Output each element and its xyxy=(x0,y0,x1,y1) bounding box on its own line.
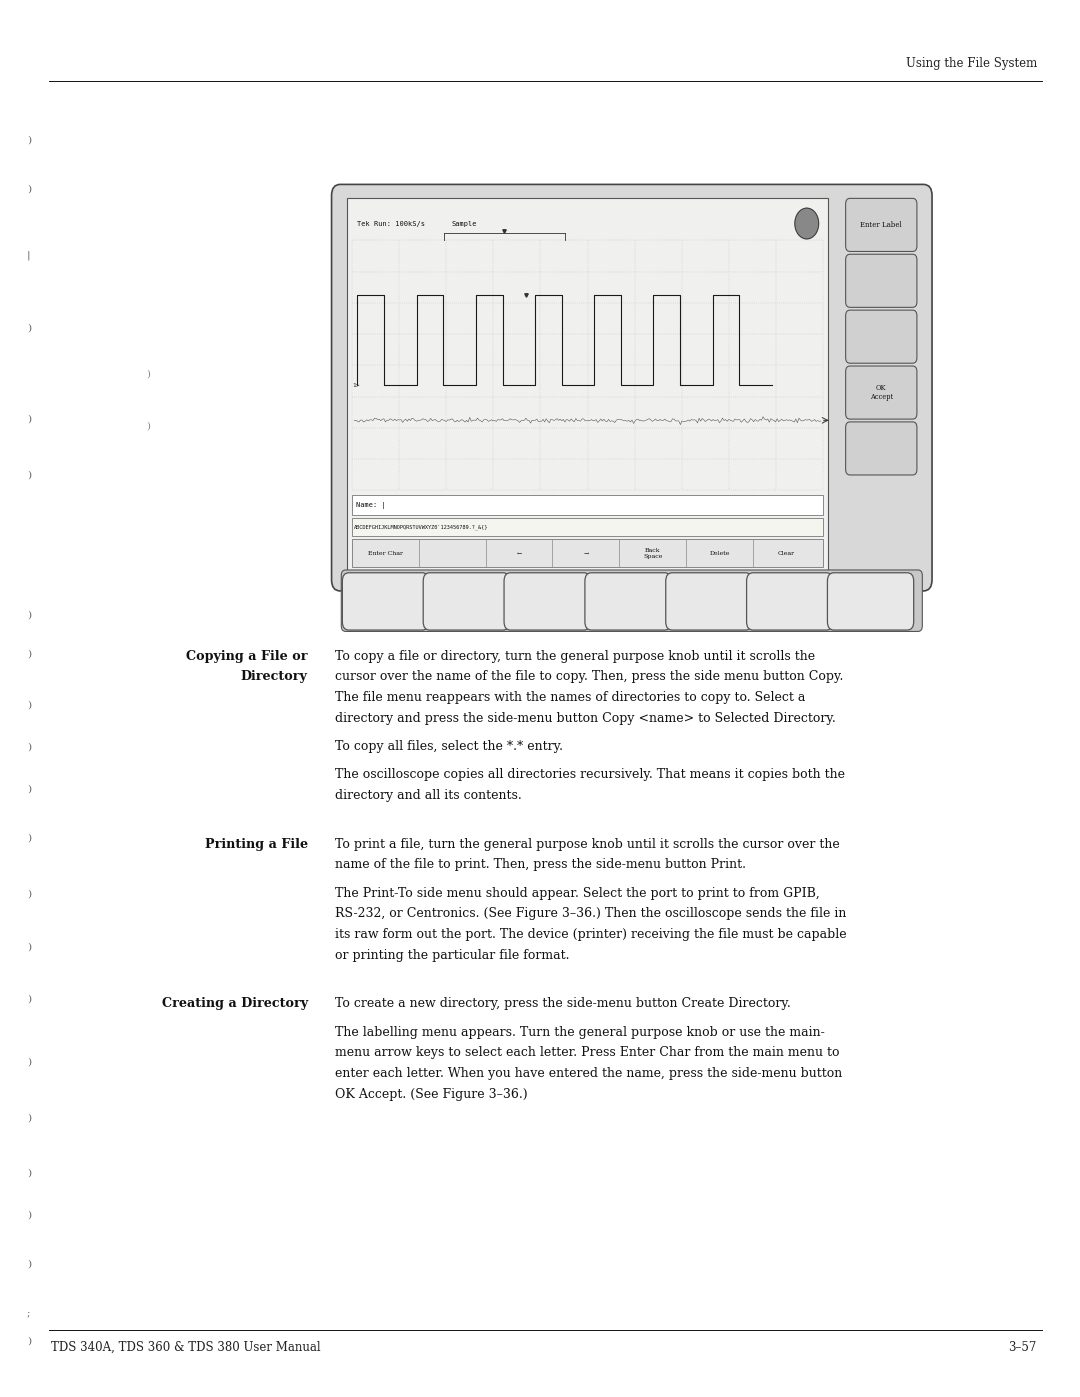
Text: 3–57: 3–57 xyxy=(1009,1341,1037,1354)
Text: Creating a Directory: Creating a Directory xyxy=(162,997,308,1010)
Circle shape xyxy=(795,208,819,239)
FancyBboxPatch shape xyxy=(846,198,917,251)
Text: name of the file to print. Then, press the side-menu button Print.: name of the file to print. Then, press t… xyxy=(335,858,746,872)
Text: ): ) xyxy=(27,184,31,193)
Text: |: | xyxy=(27,251,30,260)
Text: OK
Accept: OK Accept xyxy=(869,384,893,401)
FancyBboxPatch shape xyxy=(846,366,917,419)
Text: ): ) xyxy=(27,1260,31,1268)
Text: directory and all its contents.: directory and all its contents. xyxy=(335,789,522,802)
Text: ): ) xyxy=(27,943,31,951)
FancyBboxPatch shape xyxy=(585,573,671,630)
Text: RS-232, or Centronics. (See Figure 3–36.) Then the oscilloscope sends the file i: RS-232, or Centronics. (See Figure 3–36.… xyxy=(335,908,846,921)
Text: ): ) xyxy=(27,995,31,1003)
Text: ): ) xyxy=(27,136,31,144)
Text: ): ) xyxy=(146,370,150,379)
FancyBboxPatch shape xyxy=(827,573,914,630)
Text: ;: ; xyxy=(27,1309,30,1317)
Text: Using the File System: Using the File System xyxy=(905,57,1037,70)
Text: ): ) xyxy=(27,701,31,710)
Text: Tek Run: 100kS/s: Tek Run: 100kS/s xyxy=(357,221,426,226)
Text: To print a file, turn the general purpose knob until it scrolls the cursor over : To print a file, turn the general purpos… xyxy=(335,838,839,851)
Text: To copy all files, select the *.* entry.: To copy all files, select the *.* entry. xyxy=(335,740,563,753)
FancyBboxPatch shape xyxy=(332,184,932,591)
Text: Sample: Sample xyxy=(451,221,477,226)
FancyBboxPatch shape xyxy=(665,573,752,630)
FancyBboxPatch shape xyxy=(746,573,833,630)
Text: The oscilloscope copies all directories recursively. That means it copies both t: The oscilloscope copies all directories … xyxy=(335,768,845,781)
Text: ): ) xyxy=(27,834,31,842)
Text: enter each letter. When you have entered the name, press the side-menu button: enter each letter. When you have entered… xyxy=(335,1067,842,1080)
Text: ): ) xyxy=(146,422,150,430)
FancyBboxPatch shape xyxy=(504,573,591,630)
Text: cursor over the name of the file to copy. Then, press the side menu button Copy.: cursor over the name of the file to copy… xyxy=(335,671,843,683)
Text: menu arrow keys to select each letter. Press Enter Char from the main menu to: menu arrow keys to select each letter. P… xyxy=(335,1046,839,1059)
Text: The Print-To side menu should appear. Select the port to print to from GPIB,: The Print-To side menu should appear. Se… xyxy=(335,887,820,900)
Text: its raw form out the port. The device (printer) receiving the file must be capab: its raw form out the port. The device (p… xyxy=(335,928,847,942)
Text: Printing a File: Printing a File xyxy=(205,838,308,851)
FancyBboxPatch shape xyxy=(342,573,429,630)
Text: OK Accept. (See Figure 3–36.): OK Accept. (See Figure 3–36.) xyxy=(335,1088,527,1101)
Text: The file menu reappears with the names of directories to copy to. Select a: The file menu reappears with the names o… xyxy=(335,692,806,704)
FancyBboxPatch shape xyxy=(846,254,917,307)
Text: Copying a File or: Copying a File or xyxy=(186,650,308,662)
Text: ): ) xyxy=(27,1337,31,1345)
Text: ): ) xyxy=(27,471,31,479)
Text: ): ) xyxy=(27,650,31,658)
Text: The labelling menu appears. Turn the general purpose knob or use the main-: The labelling menu appears. Turn the gen… xyxy=(335,1025,824,1039)
FancyBboxPatch shape xyxy=(423,573,510,630)
Text: Enter Char: Enter Char xyxy=(368,550,403,556)
Text: Enter Label: Enter Label xyxy=(861,221,902,229)
FancyBboxPatch shape xyxy=(352,495,823,515)
Text: Directory: Directory xyxy=(241,671,308,683)
FancyBboxPatch shape xyxy=(352,518,823,536)
Text: ←: ← xyxy=(516,550,522,556)
FancyBboxPatch shape xyxy=(347,198,828,577)
Text: Clear: Clear xyxy=(778,550,795,556)
Text: 1>: 1> xyxy=(352,383,360,388)
Text: To copy a file or directory, turn the general purpose knob until it scrolls the: To copy a file or directory, turn the ge… xyxy=(335,650,815,662)
FancyBboxPatch shape xyxy=(846,422,917,475)
Text: or printing the particular file format.: or printing the particular file format. xyxy=(335,949,569,961)
Text: directory and press the side-menu button Copy <name> to Selected Directory.: directory and press the side-menu button… xyxy=(335,711,836,725)
Text: ): ) xyxy=(27,1113,31,1122)
Text: ABCDEFGHIJKLMNOPQRSTUVWXYZ0`123456789.?_&{}: ABCDEFGHIJKLMNOPQRSTUVWXYZ0`123456789.?_… xyxy=(354,524,488,531)
FancyBboxPatch shape xyxy=(341,570,922,631)
Text: ): ) xyxy=(27,610,31,619)
Text: ): ) xyxy=(27,1169,31,1178)
Text: ): ) xyxy=(27,1058,31,1066)
Text: TDS 340A, TDS 360 & TDS 380 User Manual: TDS 340A, TDS 360 & TDS 380 User Manual xyxy=(51,1341,321,1354)
Text: ): ) xyxy=(27,415,31,423)
FancyBboxPatch shape xyxy=(352,539,823,567)
Text: →: → xyxy=(583,550,589,556)
Text: ): ) xyxy=(27,743,31,752)
Text: ): ) xyxy=(27,785,31,793)
FancyBboxPatch shape xyxy=(846,310,917,363)
Text: Name: |: Name: | xyxy=(356,502,387,509)
Text: Figure 3–36: File system — Labelling menu: Figure 3–36: File system — Labelling men… xyxy=(410,606,712,619)
Text: To create a new directory, press the side-menu button Create Directory.: To create a new directory, press the sid… xyxy=(335,997,791,1010)
Text: Delete: Delete xyxy=(710,550,730,556)
Text: ): ) xyxy=(27,1211,31,1220)
Text: ): ) xyxy=(27,324,31,332)
Text: ): ) xyxy=(27,890,31,898)
Text: Back
Space: Back Space xyxy=(643,548,662,559)
